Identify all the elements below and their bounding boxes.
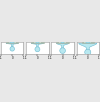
Polygon shape <box>56 43 69 49</box>
Circle shape <box>60 48 65 53</box>
Circle shape <box>10 47 14 51</box>
Bar <box>6 42 18 43</box>
Polygon shape <box>6 43 18 47</box>
Polygon shape <box>79 43 97 50</box>
Bar <box>9 42 16 43</box>
Bar <box>61 42 64 43</box>
Circle shape <box>85 49 91 55</box>
Bar <box>31 42 44 43</box>
Circle shape <box>35 47 40 52</box>
Bar <box>56 42 69 43</box>
Bar <box>86 42 90 43</box>
Bar <box>84 42 91 43</box>
Polygon shape <box>31 43 44 47</box>
Bar <box>82 42 94 43</box>
Bar <box>34 42 41 43</box>
Bar <box>59 42 66 43</box>
Bar <box>36 42 39 43</box>
Bar <box>10 42 14 43</box>
